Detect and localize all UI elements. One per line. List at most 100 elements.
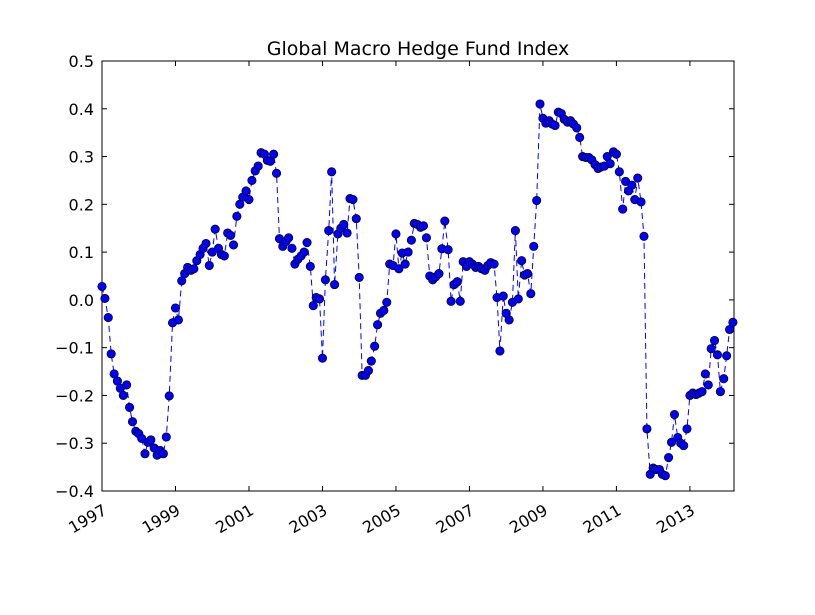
- data-point: [532, 195, 542, 206]
- y-tick-label: −0.3: [55, 434, 94, 453]
- data-point: [302, 238, 312, 248]
- data-point: [339, 219, 349, 229]
- data-point: [642, 424, 652, 434]
- data-point: [526, 289, 536, 299]
- data-point: [679, 441, 689, 451]
- data-point: [639, 231, 649, 241]
- data-point: [440, 216, 450, 226]
- data-point: [495, 346, 505, 356]
- data-point: [140, 449, 150, 459]
- data-point: [201, 238, 211, 249]
- data-point: [284, 233, 294, 243]
- data-point: [443, 245, 453, 255]
- data-point: [244, 195, 254, 205]
- data-point: [241, 186, 251, 196]
- data-point: [320, 275, 330, 285]
- data-point: [317, 353, 328, 363]
- data-point: [269, 149, 279, 159]
- data-point: [406, 235, 416, 245]
- series-layer: [97, 99, 738, 481]
- data-point: [666, 437, 677, 447]
- data-point: [164, 391, 174, 401]
- y-tick-label: −0.1: [55, 339, 94, 358]
- data-point: [611, 149, 621, 159]
- data-point: [618, 204, 628, 214]
- y-tick-label: 0.3: [69, 148, 94, 167]
- data-point: [421, 233, 431, 243]
- data-point: [253, 161, 263, 171]
- data-point: [627, 180, 637, 190]
- data-point: [324, 226, 334, 236]
- data-point: [498, 291, 508, 301]
- data-point: [394, 264, 404, 274]
- data-point: [535, 99, 545, 109]
- data-point: [712, 350, 723, 360]
- chart-title: Global Macro Hedge Fund Index: [267, 38, 569, 60]
- data-point: [636, 197, 646, 207]
- data-point: [232, 211, 242, 221]
- data-point: [342, 228, 352, 238]
- y-tick-label: −0.4: [55, 482, 94, 501]
- data-point: [370, 341, 380, 351]
- data-point: [633, 173, 643, 183]
- data-point: [418, 221, 429, 231]
- data-point: [379, 305, 389, 315]
- data-point: [400, 259, 410, 269]
- data-point: [722, 351, 732, 361]
- data-point: [403, 247, 413, 257]
- data-point: [125, 402, 135, 412]
- data-point: [330, 280, 340, 290]
- data-point: [305, 261, 315, 271]
- data-point: [682, 424, 692, 434]
- plot-area: [101, 60, 735, 492]
- data-point: [489, 259, 499, 269]
- data-point: [299, 247, 309, 257]
- data-point: [446, 296, 456, 306]
- data-point: [287, 243, 297, 253]
- data-point: [228, 240, 239, 250]
- data-point: [715, 387, 725, 397]
- data-point: [271, 168, 282, 178]
- data-point: [103, 313, 113, 323]
- data-point: [522, 269, 533, 279]
- data-point: [327, 167, 337, 177]
- data-point: [106, 349, 116, 359]
- data-point: [170, 303, 181, 313]
- y-tick-label: 0.2: [69, 195, 94, 214]
- data-point: [308, 301, 318, 311]
- y-tick-label: 0.0: [69, 291, 94, 310]
- y-tick-label: 0.4: [69, 100, 94, 119]
- data-point: [351, 214, 361, 224]
- data-point: [703, 380, 713, 390]
- data-point: [434, 269, 444, 279]
- data-point: [719, 374, 729, 384]
- data-point: [697, 387, 707, 397]
- data-point: [247, 175, 257, 185]
- data-point: [348, 195, 358, 205]
- data-point: [226, 230, 236, 240]
- data-point: [455, 296, 465, 306]
- data-point: [122, 380, 132, 390]
- data-point: [161, 432, 171, 442]
- data-point: [728, 317, 738, 327]
- data-point: [118, 390, 128, 400]
- data-point: [510, 226, 520, 236]
- data-point: [173, 315, 183, 325]
- data-point: [605, 159, 615, 169]
- data-point: [146, 435, 156, 445]
- data-point: [97, 281, 107, 292]
- data-point: [575, 132, 585, 142]
- data-point: [550, 120, 560, 131]
- data-point: [517, 256, 527, 266]
- y-tick-label: −0.2: [55, 386, 94, 405]
- data-point: [391, 229, 401, 239]
- data-point: [100, 293, 110, 304]
- data-point: [210, 224, 220, 234]
- data-point: [366, 356, 376, 366]
- data-point: [382, 297, 392, 307]
- data-point: [614, 167, 624, 177]
- data-point: [572, 123, 582, 133]
- data-point: [314, 294, 325, 304]
- data-point: [219, 251, 229, 261]
